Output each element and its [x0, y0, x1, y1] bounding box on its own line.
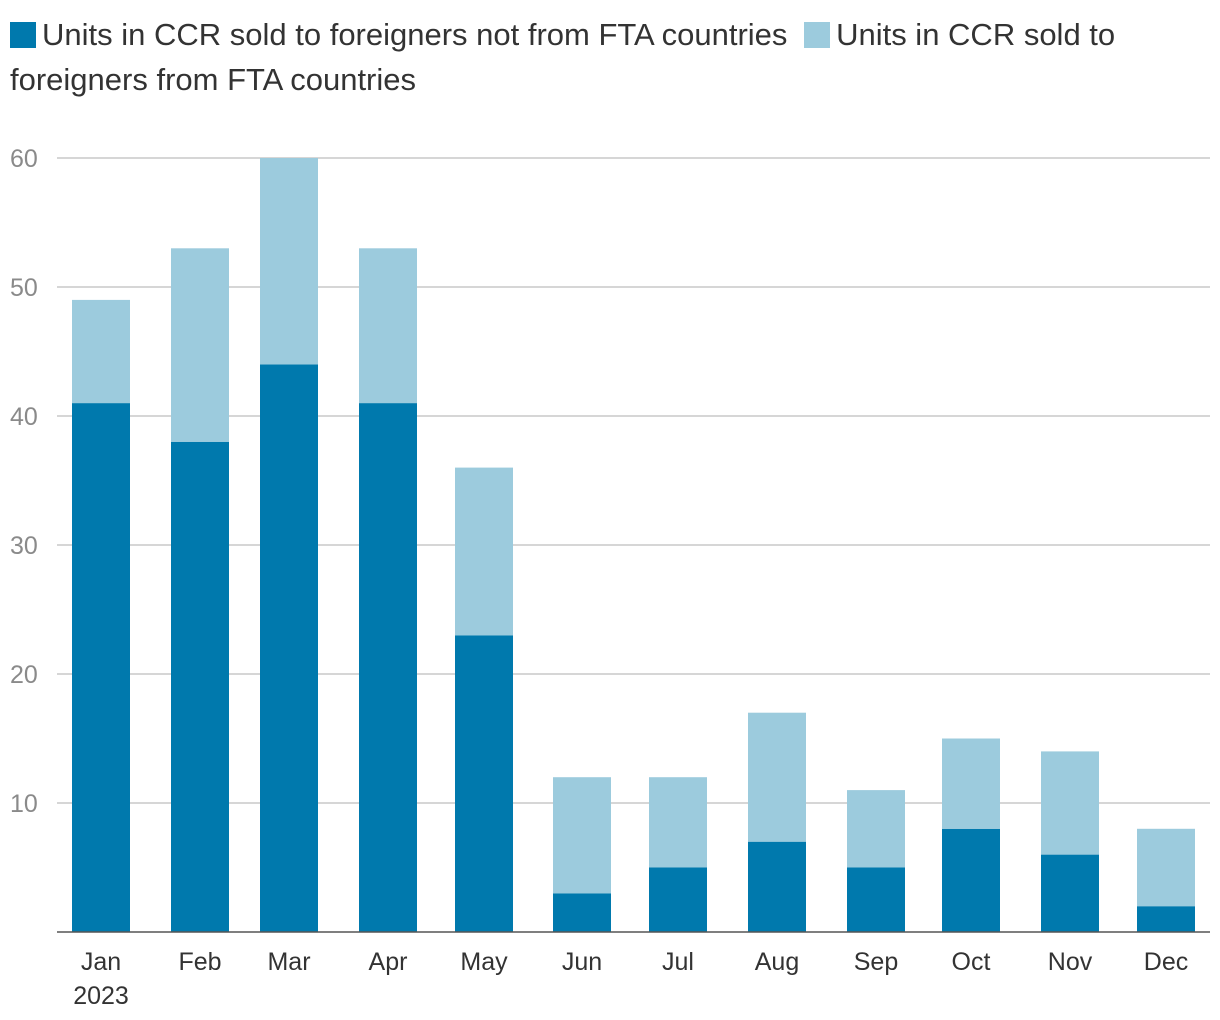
bar-jun-series-1 — [553, 893, 611, 932]
y-tick-label-10: 10 — [10, 790, 38, 818]
x-tick-label-aug: Aug — [755, 948, 799, 976]
bar-apr-series-1 — [359, 403, 417, 933]
x-tick-label-sep: Sep — [854, 948, 898, 976]
legend-swatch-fta — [804, 22, 831, 48]
y-tick-label-50: 50 — [10, 274, 38, 302]
bar-aug-series-1 — [748, 841, 806, 932]
legend-swatch-non-fta — [10, 22, 36, 48]
y-tick-label-60: 60 — [10, 145, 38, 173]
x-tick-label-dec: Dec — [1144, 948, 1188, 976]
bar-jun-series-2 — [553, 777, 611, 894]
legend-item-fta[interactable]: Units in CCR sold to foreigners from FTA… — [10, 17, 1115, 97]
x-tick-label-apr: Apr — [369, 948, 408, 976]
y-tick-label-40: 40 — [10, 403, 38, 431]
x-tick-label-oct: Oct — [952, 948, 991, 976]
legend-label-non-fta: Units in CCR sold to foreigners not from… — [42, 17, 788, 52]
bar-apr-series-2 — [359, 248, 417, 404]
x-tick-label-feb: Feb — [178, 948, 221, 976]
bar-aug-series-2 — [748, 712, 806, 842]
y-tick-label-30: 30 — [10, 532, 38, 560]
bar-may-series-2 — [455, 467, 513, 636]
x-tick-label-jul: Jul — [662, 948, 694, 976]
bar-nov-series-2 — [1041, 751, 1099, 855]
x-tick-label-jun: Jun — [562, 948, 602, 976]
bar-sep-series-1 — [847, 867, 905, 932]
bar-jul-series-1 — [649, 867, 707, 932]
bar-dec-series-1 — [1137, 906, 1195, 932]
legend: Units in CCR sold to foreigners not from… — [10, 12, 1205, 102]
bar-jul-series-2 — [649, 777, 707, 868]
x-tick-label-may: May — [460, 948, 508, 976]
bar-nov-series-1 — [1041, 854, 1099, 932]
bar-mar-series-2 — [260, 158, 318, 365]
x-tick-label-nov: Nov — [1048, 948, 1093, 976]
legend-label-fta: Units in CCR sold to foreigners from FTA… — [10, 17, 1116, 97]
bar-dec-series-2 — [1137, 828, 1195, 907]
x-tick-label-jan: Jan — [81, 948, 121, 976]
bar-oct-series-1 — [942, 828, 1000, 932]
x-tick-label-mar: Mar — [267, 948, 310, 976]
bar-jan-series-1 — [72, 403, 130, 933]
bar-feb-series-2 — [171, 248, 229, 442]
bar-may-series-1 — [455, 635, 513, 932]
bar-mar-series-1 — [260, 364, 318, 932]
y-tick-label-20: 20 — [10, 661, 38, 689]
bar-oct-series-2 — [942, 738, 1000, 829]
bar-feb-series-1 — [171, 441, 229, 932]
x-tick-year-label: 2023 — [73, 982, 129, 1010]
bar-jan-series-2 — [72, 299, 130, 404]
bar-sep-series-2 — [847, 790, 905, 868]
legend-item-non-fta[interactable]: Units in CCR sold to foreigners not from… — [10, 17, 787, 52]
